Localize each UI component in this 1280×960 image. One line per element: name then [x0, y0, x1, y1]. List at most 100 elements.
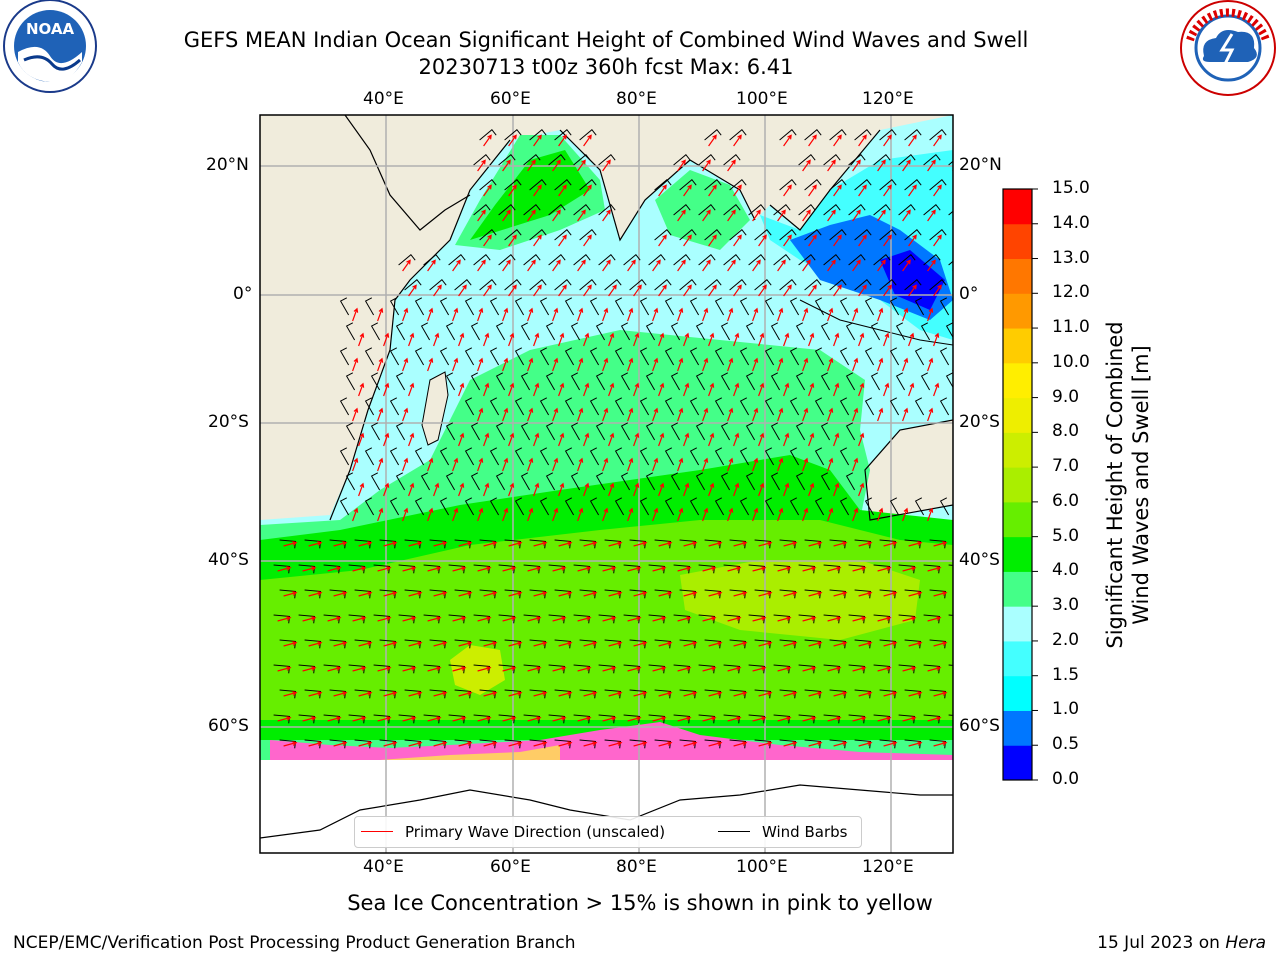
wave-direction-arrow — [552, 716, 567, 722]
wave-direction-arrow — [477, 616, 492, 622]
wind-barb — [829, 739, 847, 749]
wave-direction-arrow — [827, 666, 842, 672]
wave-direction-arrow — [683, 591, 698, 597]
footer-credit: NCEP/EMC/Verification Post Processing Pr… — [13, 933, 576, 953]
noaa-logo: NOAA — [3, 0, 97, 93]
wind-barb — [414, 447, 425, 466]
wind-barb — [729, 178, 747, 191]
wind-barb — [739, 397, 750, 416]
wind-barb — [554, 128, 572, 141]
wave-direction-arrow — [652, 307, 659, 322]
wind-barb — [564, 397, 575, 416]
wave-direction-arrow — [752, 259, 761, 272]
wind-barb — [389, 347, 400, 366]
wind-barb — [454, 589, 472, 599]
wave-direction-arrow — [427, 259, 436, 272]
wave-direction-arrow — [527, 616, 542, 622]
wind-barb — [595, 422, 606, 441]
wind-barb — [929, 539, 947, 549]
wind-barb — [329, 689, 347, 699]
wind-barb — [548, 253, 566, 266]
wave-direction-arrow — [677, 457, 684, 472]
wind-barb — [379, 689, 397, 699]
wind-barb — [904, 689, 922, 699]
wave-direction-arrow — [727, 307, 734, 322]
wave-direction-arrow — [327, 716, 342, 722]
wind-barb — [329, 639, 347, 649]
wave-direction-arrow — [552, 307, 559, 322]
wind-barb — [370, 322, 381, 341]
wave-direction-arrow — [458, 482, 465, 497]
wind-barb — [804, 739, 822, 749]
wave-direction-arrow — [283, 641, 298, 647]
wave-direction-arrow — [858, 432, 865, 447]
wave-direction-arrow — [333, 591, 348, 597]
wave-direction-arrow — [502, 716, 517, 722]
wave-direction-arrow — [458, 741, 473, 747]
wave-direction-arrow — [927, 616, 942, 622]
wind-barb — [279, 589, 297, 599]
wave-direction-arrow — [383, 382, 390, 397]
wave-direction-arrow — [802, 457, 809, 472]
wind-barb — [573, 253, 591, 266]
wind-barb — [873, 203, 891, 216]
wave-direction-arrow — [408, 482, 415, 497]
wind-barb — [870, 322, 881, 341]
wave-direction-arrow — [483, 641, 498, 647]
wave-direction-arrow — [502, 616, 517, 622]
wind-barb — [879, 639, 897, 649]
wave-direction-arrow — [477, 357, 484, 372]
wave-direction-arrow — [733, 641, 748, 647]
wave-direction-arrow — [552, 209, 561, 222]
wind-barb — [670, 322, 681, 341]
wave-direction-arrow — [333, 641, 348, 647]
wave-direction-arrow — [677, 209, 686, 222]
wave-direction-arrow — [533, 541, 548, 547]
wave-direction-arrow — [658, 482, 665, 497]
wave-direction-arrow — [802, 357, 809, 372]
wind-barb — [789, 347, 800, 366]
wind-barb — [895, 372, 906, 391]
wind-barb — [504, 689, 522, 699]
wave-direction-arrow — [777, 507, 784, 522]
wind-barb — [470, 322, 481, 341]
wave-direction-arrow — [377, 307, 384, 322]
wave-direction-arrow — [602, 507, 609, 522]
wave-direction-arrow — [808, 591, 823, 597]
wave-direction-arrow — [408, 432, 415, 447]
wave-direction-arrow — [452, 616, 467, 622]
wind-barb — [814, 297, 825, 316]
wind-barb — [448, 253, 466, 266]
wind-barb — [523, 664, 541, 674]
wave-direction-arrow — [777, 457, 784, 472]
wave-direction-arrow — [402, 457, 409, 472]
wind-barb — [814, 397, 825, 416]
wind-barb — [539, 447, 550, 466]
wind-barb — [923, 203, 941, 216]
wind-barb — [495, 422, 506, 441]
wind-barb — [539, 297, 550, 316]
wind-barb — [839, 297, 850, 316]
wave-direction-arrow — [508, 184, 517, 197]
colorbar-segment — [1003, 571, 1032, 607]
wave-direction-arrow — [808, 332, 815, 347]
wind-barb — [739, 497, 750, 516]
wind-barb — [364, 347, 375, 366]
wave-direction-arrow — [583, 284, 592, 297]
wave-direction-arrow — [652, 507, 659, 522]
wave-direction-arrow — [808, 691, 823, 697]
wave-direction-arrow — [458, 691, 473, 697]
wind-barb — [648, 253, 666, 266]
wind-barb — [748, 714, 766, 724]
wave-direction-arrow — [583, 184, 592, 197]
wind-barb — [773, 664, 791, 674]
wave-direction-arrow — [808, 541, 823, 547]
wind-barb — [829, 128, 847, 141]
wind-barb — [504, 278, 522, 291]
wind-barb — [498, 664, 516, 674]
wind-barb — [354, 639, 372, 649]
wave-direction-arrow — [302, 566, 317, 572]
wave-direction-arrow — [402, 307, 409, 322]
wave-direction-arrow — [408, 691, 423, 697]
colorbar-segment — [1003, 432, 1032, 468]
